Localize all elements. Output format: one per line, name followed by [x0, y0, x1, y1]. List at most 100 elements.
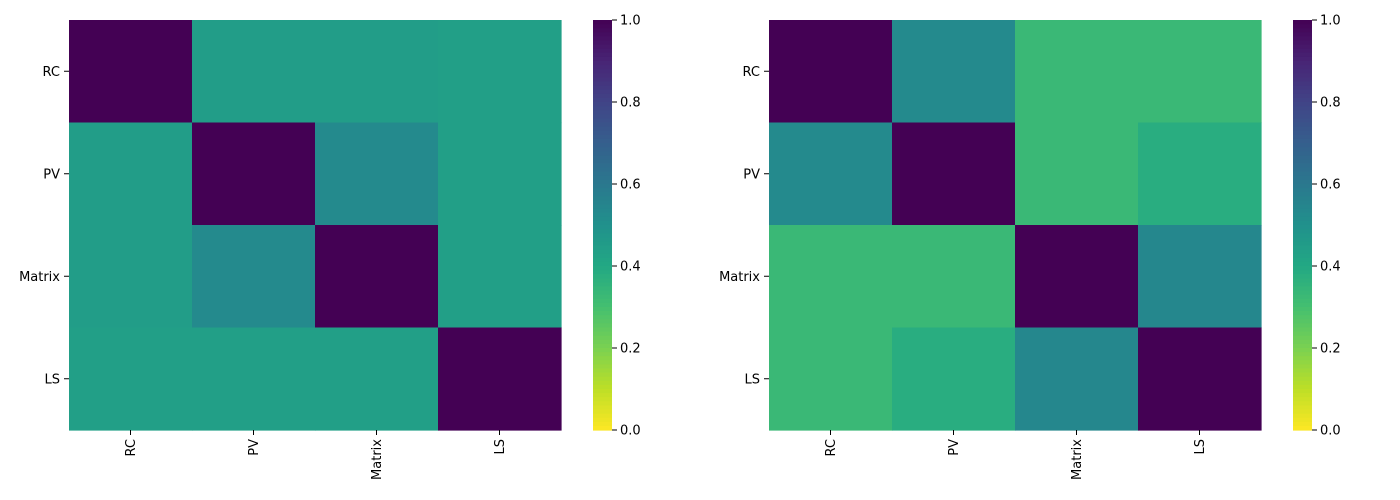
colorbar-segment — [593, 274, 612, 279]
heatmap-cell — [1138, 327, 1262, 431]
heatmap-2: RC PV Matrix LS RC PV Matrix LS 0.0 0.2 0.4 0.6 0.8 1… — [719, 14, 1341, 480]
colorbar-segment — [593, 65, 612, 70]
colorbar-segment — [593, 61, 612, 66]
colorbar-segment — [1293, 323, 1312, 329]
colorbar-segment — [1293, 28, 1312, 33]
colorbar-segment — [593, 360, 612, 365]
colorbar-segment — [1293, 81, 1312, 87]
heatmap-cell — [69, 122, 193, 226]
colorbar-segment — [593, 233, 612, 238]
colorbar-segment — [1293, 134, 1312, 140]
colorbar-segment — [593, 28, 612, 33]
colorbar-segment — [593, 77, 612, 83]
colorbar-segment — [1293, 216, 1312, 222]
heatmap-cell — [69, 327, 193, 431]
colorbar-segment — [1293, 327, 1312, 333]
colorbar-segment — [593, 229, 612, 234]
colorbar-tick-label: 0.6 — [620, 178, 641, 193]
colorbar-segment — [593, 118, 612, 124]
colorbar-segment — [1293, 184, 1312, 189]
colorbar: 0.0 0.2 0.4 0.6 0.8 1.0 — [593, 14, 641, 439]
colorbar-segment — [1293, 85, 1312, 91]
colorbar-segment — [1293, 155, 1312, 160]
colorbar-segment — [1293, 159, 1312, 165]
colorbar-segment — [1293, 97, 1312, 103]
colorbar-segment — [593, 327, 612, 333]
colorbar-segment — [593, 184, 612, 189]
colorbar-segment — [1293, 405, 1312, 411]
colorbar-segment — [1293, 348, 1312, 353]
colorbar-segment — [1293, 24, 1312, 29]
x-tick-label: RC — [824, 439, 839, 456]
colorbar-segment — [1293, 372, 1312, 378]
colorbar-segment — [1293, 397, 1312, 402]
colorbar-segment — [593, 302, 612, 308]
colorbar-segment — [593, 389, 612, 394]
colorbar-segment — [1293, 282, 1312, 288]
colorbar-segment — [1293, 389, 1312, 394]
colorbar-segment — [1293, 384, 1312, 390]
colorbar-segment — [1293, 89, 1312, 95]
heatmap-cell — [1138, 225, 1262, 329]
colorbar-segment — [593, 352, 612, 357]
colorbar-segment — [593, 134, 612, 140]
colorbar-segment — [1293, 413, 1312, 419]
colorbar-segment — [593, 245, 612, 251]
colorbar-segment — [1293, 130, 1312, 136]
colorbar-segment — [1293, 73, 1312, 78]
heatmap-cell — [315, 327, 439, 431]
heatmap-cell — [69, 20, 193, 124]
colorbar-segment — [593, 216, 612, 222]
heatmap-cell — [892, 225, 1016, 329]
colorbar-segment — [1293, 102, 1312, 107]
colorbar-segment — [1293, 335, 1312, 341]
heatmap-cell — [1015, 327, 1139, 431]
colorbar-segment — [593, 196, 612, 201]
colorbar-tick-label: 0.2 — [620, 342, 641, 357]
colorbar-segment — [593, 147, 612, 152]
colorbar-segment — [1293, 61, 1312, 66]
colorbar-segment — [593, 372, 612, 378]
heatmap-cell — [315, 122, 439, 226]
colorbar-segment — [593, 331, 612, 337]
colorbar-segment — [1293, 233, 1312, 238]
colorbar-segment — [1293, 163, 1312, 169]
heatmap-cell — [892, 327, 1016, 431]
x-tick-label: RC — [124, 439, 139, 456]
colorbar-segment — [593, 138, 612, 144]
colorbar-segment — [593, 384, 612, 390]
colorbar-segment — [593, 405, 612, 411]
colorbar-segment — [1293, 118, 1312, 124]
colorbar-segment — [1293, 261, 1312, 267]
colorbar-segment — [1293, 151, 1312, 156]
colorbar-segment — [593, 171, 612, 177]
colorbar-segment — [593, 69, 612, 74]
y-tick-label: LS — [745, 372, 761, 387]
heatmap-cell — [69, 225, 193, 329]
colorbar-segment — [593, 380, 612, 386]
colorbar-segment — [1293, 356, 1312, 361]
heatmap-cell — [769, 327, 893, 431]
colorbar-segment — [1293, 241, 1312, 247]
colorbar-segment — [593, 393, 612, 398]
colorbar-segment — [593, 323, 612, 329]
colorbar-segment — [1293, 360, 1312, 365]
colorbar-segment — [593, 179, 612, 185]
colorbar-segment — [593, 52, 612, 58]
colorbar-segment — [1293, 106, 1312, 111]
colorbar-segment — [593, 32, 612, 37]
colorbar-segment — [593, 36, 612, 42]
colorbar-segment — [1293, 138, 1312, 144]
colorbar-segment — [1293, 167, 1312, 173]
colorbar-segment — [593, 278, 612, 283]
colorbar-segment — [1293, 274, 1312, 279]
colorbar-segment — [1293, 311, 1312, 316]
colorbar-tick-label: 0.6 — [1320, 178, 1341, 193]
colorbar-segment — [593, 364, 612, 370]
colorbar-segment — [1293, 208, 1312, 214]
colorbar-segment — [1293, 257, 1312, 263]
colorbar-segment — [1293, 65, 1312, 70]
heatmap-cell — [438, 327, 562, 431]
colorbar-segment — [593, 163, 612, 169]
colorbar-segment — [593, 270, 612, 275]
